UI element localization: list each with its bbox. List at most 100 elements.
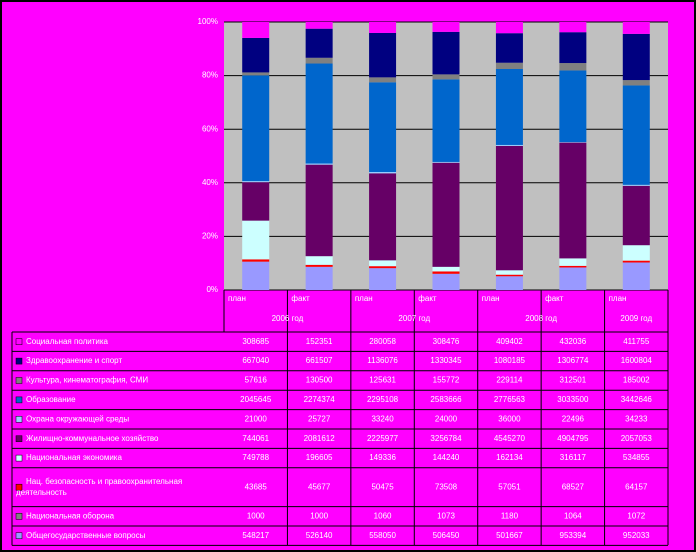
table-value: 534855 xyxy=(623,453,650,462)
bar-segment xyxy=(369,268,397,290)
bar-segment xyxy=(369,22,397,33)
bar-segment xyxy=(559,70,587,143)
table-value: 2225977 xyxy=(367,434,399,443)
bar-segment xyxy=(432,31,460,75)
table-value: 3033500 xyxy=(557,395,589,404)
table-value: 411755 xyxy=(623,337,650,346)
table-value: 2057053 xyxy=(621,434,653,443)
bar-segment xyxy=(369,260,397,267)
bar-segment xyxy=(242,75,270,182)
bar-segment xyxy=(432,266,460,272)
table-value: 43685 xyxy=(245,482,268,491)
bar-segment xyxy=(495,270,523,275)
bar-segment xyxy=(242,181,270,183)
category-label: план xyxy=(228,294,246,303)
table-value: 162134 xyxy=(496,453,523,462)
table-value: 1080185 xyxy=(494,356,526,365)
table-value: 661507 xyxy=(306,356,333,365)
category-label: факт xyxy=(418,294,437,303)
bar-segment xyxy=(559,63,587,71)
group-label: 2007 год xyxy=(398,314,430,323)
bar-segment xyxy=(559,22,587,33)
bar-segment xyxy=(622,245,650,261)
table-value: 2081612 xyxy=(304,434,336,443)
bar-segment xyxy=(242,72,270,76)
bar-segment xyxy=(305,266,333,290)
table-value: 3442646 xyxy=(621,395,653,404)
legend-key xyxy=(15,396,23,404)
bar-segment xyxy=(242,22,270,38)
table-value: 1072 xyxy=(627,511,645,520)
legend-key xyxy=(15,483,23,491)
bar-segment xyxy=(432,161,460,163)
legend-label: Культура, кинематография, СМИ xyxy=(26,376,148,385)
table-value: 57051 xyxy=(498,482,521,491)
table-value: 1600804 xyxy=(621,356,653,365)
table-value: 1000 xyxy=(247,511,265,520)
table-value: 22496 xyxy=(562,414,585,423)
table-value: 57616 xyxy=(245,376,268,385)
bar-segment xyxy=(495,144,523,146)
legend-key xyxy=(15,513,23,520)
legend-label: Образование xyxy=(26,395,76,404)
table-value: 2776563 xyxy=(494,395,526,404)
table-value: 3256784 xyxy=(430,434,462,443)
y-tick-label: 80% xyxy=(202,71,218,80)
table-value: 21000 xyxy=(245,414,268,423)
table-value: 64157 xyxy=(625,482,648,491)
table-value: 68527 xyxy=(562,482,585,491)
table-value: 1000 xyxy=(310,511,328,520)
y-tick-label: 0% xyxy=(206,285,218,294)
bar-segment xyxy=(242,259,270,262)
bar-segment xyxy=(242,182,270,221)
bar-segment xyxy=(559,32,587,64)
table-value: 34233 xyxy=(625,414,648,423)
bar-segment xyxy=(242,37,270,73)
group-label: 2009 год xyxy=(620,314,652,323)
bar-segment xyxy=(559,265,587,268)
bar-segment xyxy=(432,162,460,267)
bar-segment xyxy=(369,77,397,83)
bar-segment xyxy=(495,69,523,145)
category-label: план xyxy=(609,294,627,303)
bar-segment xyxy=(622,185,650,246)
table-value: 506450 xyxy=(433,531,460,540)
bar-segment xyxy=(305,264,333,267)
table-value: 316117 xyxy=(560,453,587,462)
bar-segment xyxy=(305,28,333,58)
table-value: 526140 xyxy=(306,531,333,540)
table-value: 744061 xyxy=(242,434,269,443)
table-value: 2295108 xyxy=(367,395,399,404)
legend-label: Общегосударственные вопросы xyxy=(26,531,146,540)
table-value: 152351 xyxy=(306,337,333,346)
bar-segment xyxy=(495,145,523,271)
bar-segment xyxy=(495,33,523,63)
legend-key xyxy=(15,532,23,539)
legend-label: Охрана окружающей среды xyxy=(26,414,129,423)
bar-segment xyxy=(495,274,523,277)
bar-segment xyxy=(495,62,523,70)
legend-label: Социальная политика xyxy=(26,337,109,346)
bar-segment xyxy=(495,22,523,34)
table-value: 308685 xyxy=(242,337,269,346)
bar-segment xyxy=(432,273,460,290)
table-value: 1064 xyxy=(564,511,582,520)
table-value: 130500 xyxy=(306,376,333,385)
bar-segment xyxy=(622,260,650,263)
y-tick-label: 20% xyxy=(202,232,218,241)
table-value: 1136076 xyxy=(367,356,398,365)
table-value: 4545270 xyxy=(494,434,526,443)
table-value: 432036 xyxy=(560,337,587,346)
bar-segment xyxy=(432,79,460,162)
table-value: 2045645 xyxy=(240,395,272,404)
table-value: 501667 xyxy=(496,531,523,540)
bar-segment xyxy=(559,267,587,290)
y-tick-label: 60% xyxy=(202,124,218,133)
bar-segment xyxy=(432,74,460,80)
bar-segment xyxy=(559,142,587,143)
bar-segment xyxy=(369,32,397,78)
table-value: 1073 xyxy=(437,511,455,520)
bar-segment xyxy=(369,266,397,269)
legend-key xyxy=(15,454,23,462)
